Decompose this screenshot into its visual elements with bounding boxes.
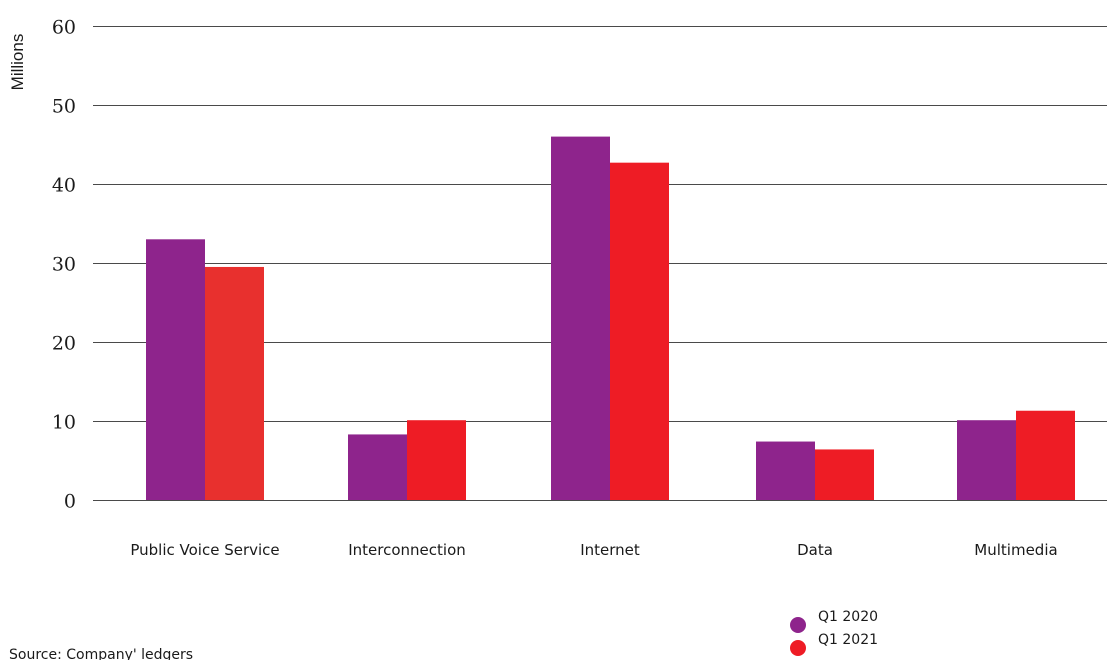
legend-marker	[790, 617, 806, 633]
category-label: Multimedia	[974, 541, 1057, 559]
bar-q1-2020-4	[957, 420, 1016, 500]
y-tick-label: 10	[52, 412, 76, 434]
bar-q1-2020-0	[146, 239, 205, 501]
y-axis-title: Millions	[8, 34, 27, 91]
y-tick-label: 30	[52, 254, 76, 276]
bar-q1-2021-1	[407, 420, 466, 500]
bar-q1-2021-2	[610, 162, 669, 501]
bar-q1-2021-3	[815, 449, 874, 500]
axis-labels: 0 10 20 30 40 50 60 Public Voice Service Interco…	[52, 17, 1058, 560]
bar-q1-2021-4	[1016, 410, 1075, 500]
category-label: Interconnection	[348, 541, 466, 559]
legend-marker	[790, 640, 806, 656]
y-tick-label: 40	[52, 175, 76, 197]
y-tick-label: 20	[52, 333, 76, 355]
bar-q1-2020-2	[551, 136, 610, 500]
bar-q1-2020-3	[756, 441, 815, 500]
bar-q1-2020-1	[348, 434, 407, 500]
y-tick-label: 60	[52, 17, 76, 39]
category-label: Internet	[580, 541, 640, 559]
category-label: Public Voice Service	[130, 541, 279, 559]
source-note: Source: Company' ledgers	[9, 647, 193, 660]
legend: Q1 2020 Q1 2021	[790, 609, 878, 656]
y-tick-label: 0	[64, 491, 76, 513]
legend-label: Q1 2021	[818, 632, 878, 648]
y-tick-label: 50	[52, 96, 76, 118]
bars	[146, 136, 1075, 501]
bar-q1-2021-0	[205, 266, 264, 500]
category-label: Data	[797, 541, 833, 559]
legend-label: Q1 2020	[818, 609, 878, 625]
